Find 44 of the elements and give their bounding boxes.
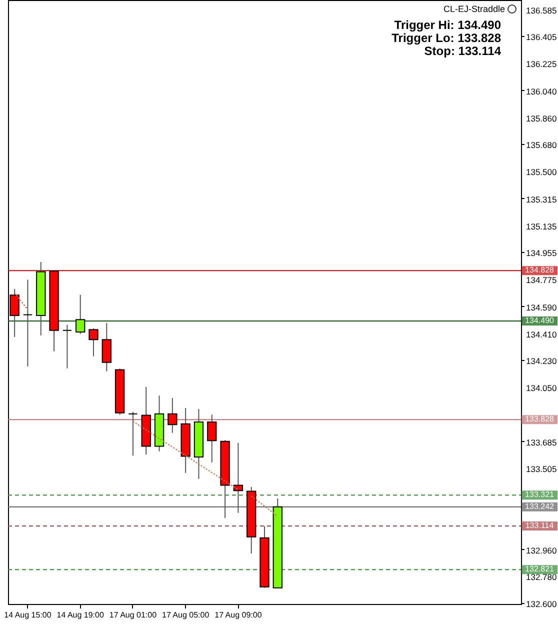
- y-tick-label: 132.960: [526, 545, 557, 556]
- candlestick: [22, 279, 33, 367]
- x-tick-label: 14 Aug 15:00: [4, 610, 52, 620]
- x-tick-label: 17 Aug 01:00: [109, 610, 158, 620]
- candlestick: [76, 294, 86, 334]
- y-tick-label: 134.230: [526, 356, 557, 366]
- candlestick: [168, 398, 178, 434]
- annotation: Trigger Lo: 133.828: [392, 31, 502, 45]
- x-tick-label: 17 Aug 05:00: [162, 610, 210, 620]
- ref-line-label: 133.321: [525, 490, 555, 500]
- y-tick-label: 135.135: [526, 221, 557, 232]
- ref-line-label: 133.114: [525, 520, 554, 530]
- candlestick: [88, 328, 98, 357]
- y-tick-label: 132.600: [526, 599, 557, 610]
- y-tick-label: 135.315: [526, 194, 557, 205]
- candlestick: [102, 322, 112, 372]
- y-tick-label: 136.585: [526, 5, 557, 16]
- y-tick-label: 135.680: [526, 140, 557, 150]
- y-tick-label: 133.685: [526, 437, 557, 448]
- candlestick: [207, 414, 217, 463]
- annotation: CL-EJ-Straddle: [443, 4, 505, 14]
- y-tick-label: 136.225: [526, 59, 557, 70]
- y-tick-label: 133.505: [526, 464, 557, 474]
- y-tick-label: 136.040: [526, 86, 557, 97]
- x-tick-label: 17 Aug 09:00: [214, 610, 262, 620]
- y-tick-label: 136.405: [526, 32, 557, 42]
- candlestick: [62, 324, 72, 369]
- y-tick-label: 132.780: [526, 572, 557, 582]
- annotation: Trigger Hi: 134.490: [394, 18, 502, 32]
- ref-line-label: 134.490: [525, 316, 555, 325]
- y-tick-label: 134.775: [526, 275, 557, 286]
- y-tick-label: 134.955: [526, 248, 557, 258]
- ref-line-label: 133.242: [525, 502, 555, 511]
- y-tick-label: 134.410: [526, 329, 557, 340]
- y-tick-label: 134.590: [526, 302, 557, 313]
- y-tick-label: 135.500: [526, 167, 557, 178]
- ref-line-label: 133.828: [525, 414, 555, 424]
- ref-line-label: 134.828: [525, 266, 555, 275]
- y-tick-label: 134.050: [526, 383, 557, 394]
- ref-line-label: 132.821: [525, 564, 555, 574]
- x-tick-label: 14 Aug 19:00: [56, 610, 104, 620]
- annotation: Stop: 133.114: [424, 44, 502, 58]
- candlestick: [128, 411, 138, 456]
- y-tick-label: 135.860: [526, 113, 557, 124]
